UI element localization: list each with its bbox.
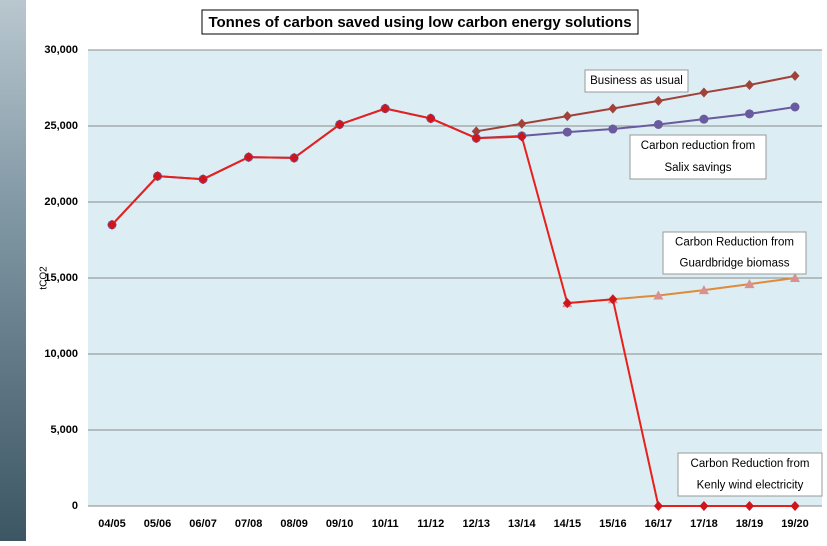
x-tick-label: 07/08 [235, 518, 263, 530]
annotation-text: Carbon Reduction from [675, 237, 794, 249]
x-tick-label: 16/17 [645, 518, 673, 530]
series-line [111, 107, 795, 507]
x-tick-label: 06/07 [189, 518, 217, 530]
point [653, 119, 663, 129]
point [790, 273, 800, 282]
point [289, 152, 299, 163]
point [153, 171, 163, 182]
x-tick-label: 04/05 [98, 518, 126, 530]
point [790, 70, 800, 81]
annotation-text: Guardbridge biomass [680, 258, 790, 270]
annotation-text: Kenly wind electricity [697, 479, 804, 491]
point [517, 131, 527, 142]
point [699, 114, 709, 124]
point [653, 290, 664, 300]
point [107, 219, 117, 230]
y-tick-label: 5,000 [50, 424, 78, 436]
point [790, 102, 800, 112]
annotation-box [662, 231, 807, 275]
point [471, 133, 481, 144]
annotation: Business as usual [584, 69, 689, 93]
x-tick-label: 05/06 [144, 518, 172, 530]
point [562, 127, 572, 137]
point [653, 501, 663, 511]
point [562, 111, 572, 122]
x-tick-label: 11/12 [417, 518, 444, 530]
annotation-box [677, 452, 823, 497]
title-box [201, 9, 639, 35]
y-tick-label: 15,000 [44, 272, 78, 284]
x-tick-label: 09/10 [326, 518, 354, 530]
point [699, 501, 709, 511]
x-tick-label: 19/20 [781, 518, 809, 530]
point [744, 109, 754, 119]
annotation-box [584, 69, 689, 93]
point [335, 119, 345, 130]
point [653, 95, 663, 106]
annotation-text: Carbon Reduction from [691, 458, 810, 470]
point [744, 279, 755, 289]
series-line [476, 74, 796, 133]
x-tick-label: 18/19 [736, 518, 764, 530]
point [699, 87, 709, 98]
point [426, 113, 436, 124]
x-tick-label: 08/09 [280, 518, 308, 530]
annotation-box [629, 134, 767, 180]
point [608, 294, 618, 305]
point [608, 103, 618, 114]
annotation: Carbon reduction from Salix savings [629, 134, 767, 180]
point [562, 298, 572, 309]
annotation-text: Salix savings [664, 162, 731, 174]
y-tick-label: 20,000 [44, 196, 78, 208]
x-tick-label: 10/11 [372, 518, 399, 530]
point [744, 501, 754, 511]
x-tick-label: 14/15 [554, 518, 582, 530]
side-image [0, 0, 26, 541]
x-tick-label: 17/18 [690, 518, 718, 530]
chart-title: Tonnes of carbon saved using low carbon … [208, 14, 631, 31]
point [744, 79, 754, 90]
y-tick-label: 10,000 [44, 348, 78, 360]
point [380, 103, 390, 114]
point [608, 124, 618, 134]
point [698, 285, 709, 295]
y-axis-label: tCO2 [39, 266, 50, 290]
x-tick-label: 12/13 [463, 518, 491, 530]
annotation: Carbon Reduction from Kenly wind electric… [677, 452, 823, 497]
x-tick-label: 13/14 [508, 518, 536, 530]
y-tick-label: 0 [72, 500, 78, 512]
annotation: Carbon Reduction from Guardbridge biomass [662, 231, 807, 275]
y-tick-label: 25,000 [44, 120, 78, 132]
point [244, 152, 254, 163]
point [517, 118, 527, 129]
point [198, 174, 208, 185]
point [790, 501, 800, 511]
point [471, 126, 481, 137]
annotation-text: Business as usual [590, 75, 683, 87]
y-tick-label: 30,000 [44, 44, 78, 56]
annotation-text: Carbon reduction from [641, 140, 755, 152]
x-tick-label: 15/16 [599, 518, 627, 530]
